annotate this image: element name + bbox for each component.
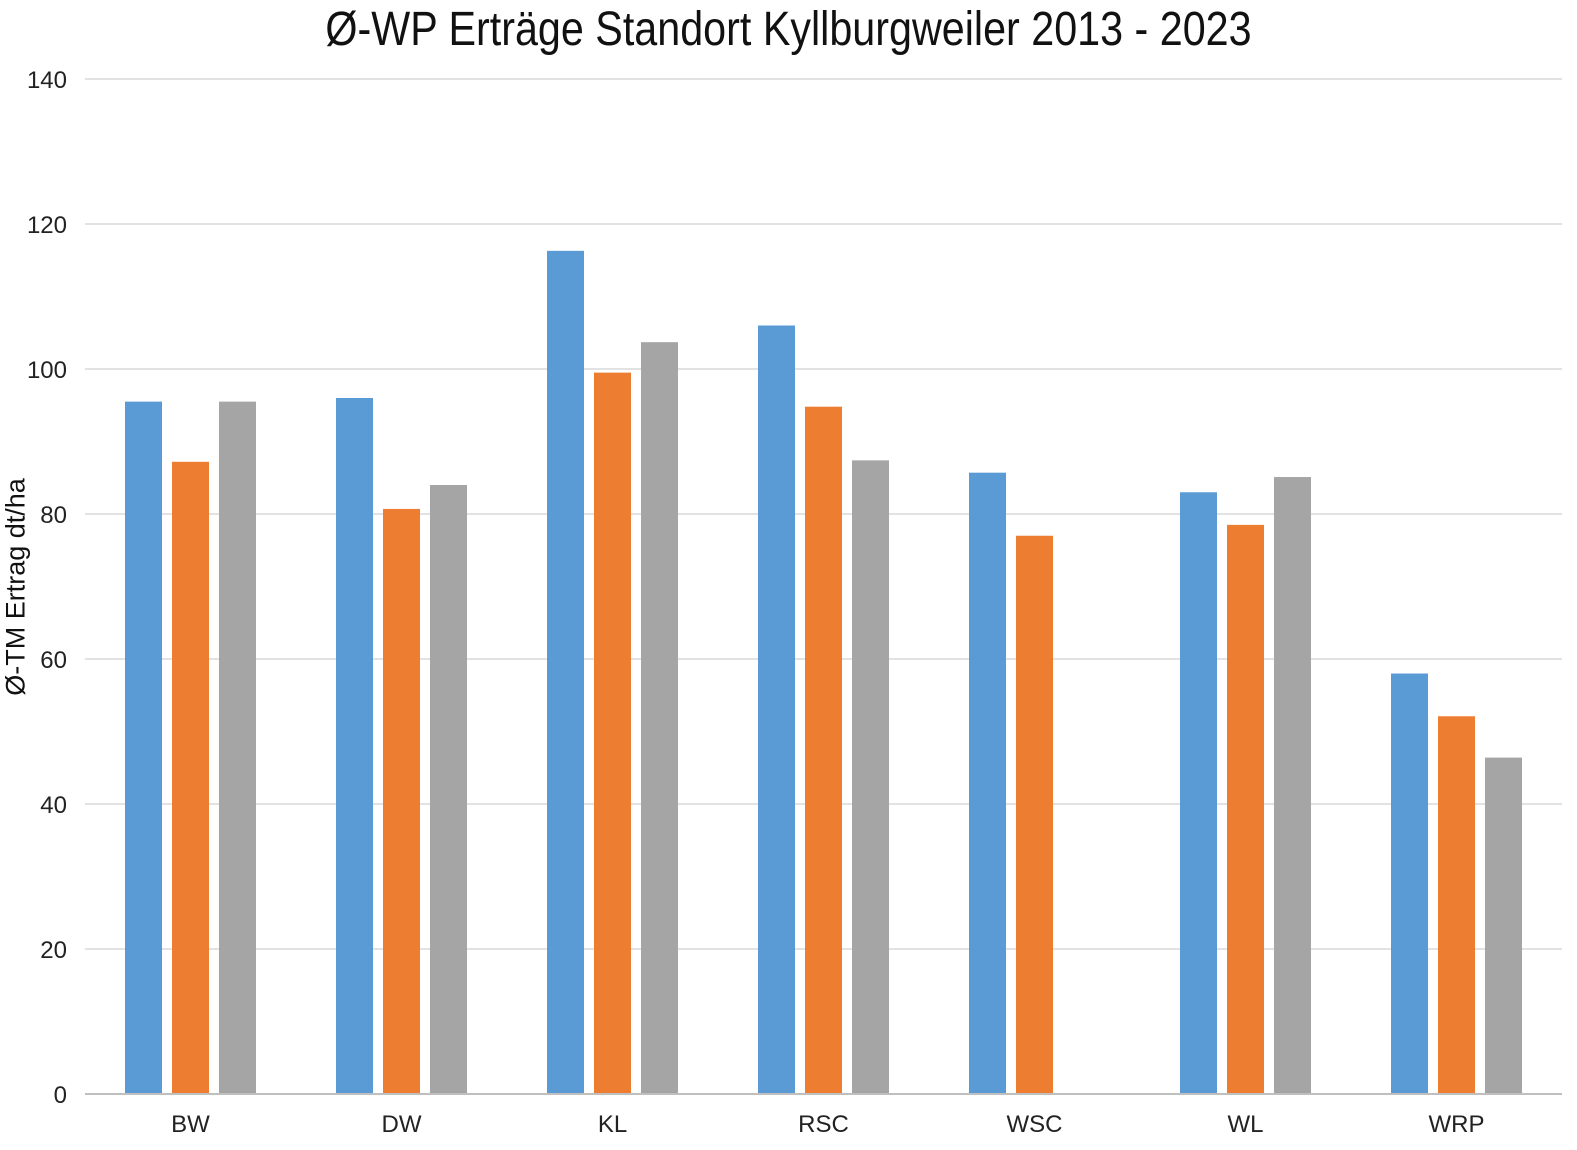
bar-kl-series-3 (641, 342, 678, 1094)
y-tick-label: 0 (54, 1082, 67, 1109)
y-tick-label: 140 (27, 67, 67, 94)
x-tick-label: BW (171, 1111, 210, 1138)
bars (125, 250, 1522, 1095)
bar-dw-series-2 (383, 508, 420, 1094)
x-tick-label: RSC (798, 1111, 849, 1138)
x-tick-label: KL (598, 1111, 627, 1138)
bar-kl-series-1 (547, 250, 584, 1094)
x-tick-label: WRP (1429, 1111, 1485, 1138)
y-tick-label: 120 (27, 212, 67, 239)
y-tick-label: 40 (40, 792, 67, 819)
bar-rsc-series-2 (805, 406, 842, 1094)
bar-bw-series-2 (172, 461, 209, 1094)
bar-dw-series-3 (430, 485, 467, 1094)
x-tick-label: DW (382, 1111, 422, 1138)
bar-wl-series-1 (1180, 492, 1217, 1094)
y-tick-label: 60 (40, 647, 67, 674)
bar-wrp-series-1 (1391, 673, 1428, 1094)
chart-title: Ø-WP Erträge Standort Kyllburgweiler 201… (325, 3, 1252, 56)
bar-bw-series-1 (125, 401, 162, 1094)
x-tick-label: WSC (1007, 1111, 1063, 1138)
axes: 0 20 40 60 80 100 120 140 BW DW KL RSC WSC WL WRP (27, 67, 1562, 1138)
bar-wl-series-3 (1274, 477, 1311, 1094)
bar-bw-series-3 (219, 401, 256, 1094)
y-tick-label: 80 (40, 502, 67, 529)
y-tick-label: 100 (27, 357, 67, 384)
bar-rsc-series-1 (758, 325, 795, 1094)
bar-wl-series-2 (1227, 524, 1264, 1094)
bar-wrp-series-2 (1438, 716, 1475, 1094)
bar-wsc-series-2 (1016, 535, 1053, 1094)
bar-wsc-series-1 (969, 472, 1006, 1094)
bar-dw-series-1 (336, 398, 373, 1094)
x-tick-label: WL (1228, 1111, 1264, 1138)
bar-wrp-series-3 (1485, 757, 1522, 1094)
y-tick-label: 20 (40, 937, 67, 964)
bar-rsc-series-3 (852, 460, 889, 1095)
bar-kl-series-2 (594, 372, 631, 1094)
